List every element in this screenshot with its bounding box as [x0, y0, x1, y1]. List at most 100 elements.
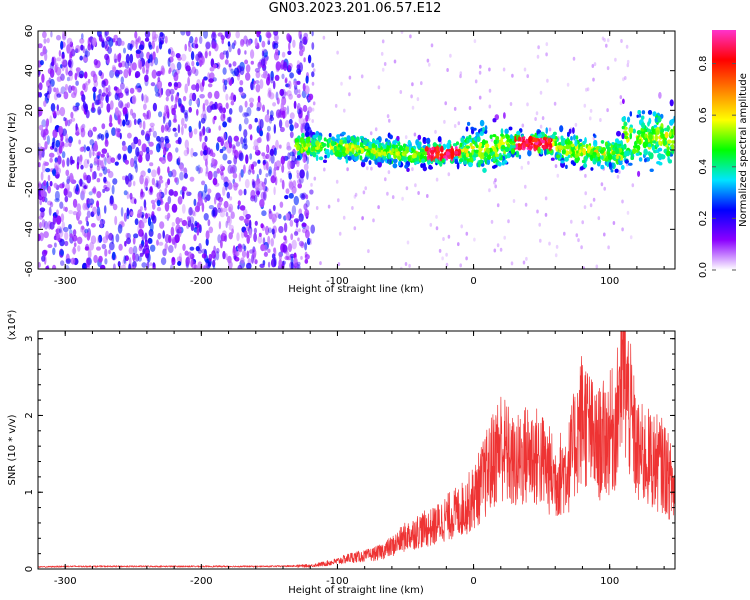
spectrogram-cell: [346, 135, 351, 141]
spectrogram-cell: [88, 128, 92, 138]
spectrogram-cell: [434, 129, 437, 134]
spectrogram-cell: [43, 250, 48, 255]
spectrogram-cell: [289, 124, 294, 132]
spectrogram-cell: [179, 164, 185, 172]
spectrogram-cell: [200, 117, 206, 124]
spectrogram-cell: [445, 252, 448, 257]
spectrogram-cell: [208, 128, 211, 133]
spectrogram-cell: [296, 64, 301, 70]
spectrogram-cell: [495, 136, 500, 141]
spectrogram-cell: [141, 93, 144, 102]
spectrogram-cell: [195, 246, 200, 252]
spectrogram-cell: [61, 151, 66, 159]
spectrogram-cell: [170, 62, 176, 73]
spectrogram-cell: [607, 146, 611, 153]
spectrogram-cell: [279, 88, 285, 97]
spectrogram-cell: [509, 102, 513, 106]
spectrogram-cell: [138, 228, 144, 237]
spectrogram-cell: [283, 235, 287, 241]
spectrogram-cell: [126, 132, 132, 139]
spectrogram-cell: [304, 251, 308, 257]
spectrogram-cell: [223, 181, 229, 188]
spectrogram-cell: [507, 219, 510, 224]
spectrogram-cell: [624, 135, 629, 140]
spectrogram-cell: [130, 157, 135, 168]
spectrogram-cell: [312, 101, 316, 106]
spectrogram-cell: [156, 192, 162, 200]
spectrogram-cell: [445, 151, 450, 156]
spectrogram-cell: [572, 162, 576, 166]
spectrogram-cell: [624, 76, 627, 80]
spectrogram-cell: [54, 147, 58, 152]
spectrogram-cell: [392, 163, 398, 169]
spectrogram-cell: [213, 115, 217, 121]
spectrogram-cell: [177, 124, 181, 134]
spectrogram-cell: [662, 139, 666, 147]
spectrogram-cell: [268, 166, 273, 175]
spectrogram-cell: [141, 143, 147, 153]
spectrogram-cell: [38, 233, 41, 242]
spectrogram-cell: [580, 245, 583, 250]
spectrogram-cell: [168, 189, 174, 196]
spectrogram-cell: [383, 62, 387, 66]
spectrogram-cell: [38, 142, 41, 148]
spectrogram-cell: [198, 60, 203, 67]
spectrogram-cell: [189, 246, 195, 251]
spectrogram-cell: [267, 248, 271, 253]
spectrogram-cell: [72, 105, 76, 111]
spectrogram-cell: [341, 131, 346, 135]
spectrogram-cell: [463, 159, 467, 165]
spectrogram-cell: [266, 109, 270, 115]
spectrogram-cell: [82, 83, 86, 91]
spectrogram-cell: [92, 186, 97, 195]
spectrogram-cell: [285, 213, 291, 221]
spectrogram-cell: [193, 234, 197, 242]
spectrogram-cell: [284, 91, 288, 96]
spectrogram-cell: [387, 170, 391, 175]
spectrogram-cell: [258, 34, 262, 43]
spectrogram-cell: [327, 204, 331, 209]
spectrogram-cell: [465, 256, 468, 261]
spectrogram-cell: [293, 262, 299, 269]
spectrogram-cell: [144, 175, 150, 184]
spectrogram-cell: [152, 202, 156, 210]
spectrogram-cell: [156, 199, 161, 207]
spectrogram-cell: [245, 64, 251, 73]
y-tick-label: 20: [24, 104, 35, 117]
spectrogram-cell: [326, 151, 331, 159]
spectrogram-cell: [85, 264, 91, 269]
spectrogram-cell: [165, 96, 169, 102]
spectrogram-cell: [296, 261, 301, 266]
spectrogram-cell: [201, 78, 205, 87]
spectrogram-cell: [268, 208, 272, 214]
spectrogram-cell: [102, 165, 106, 170]
spectrogram-cell: [567, 131, 570, 137]
spectrogram-cell: [50, 103, 56, 112]
spectrogram-cell: [66, 157, 70, 167]
spectrogram-cell: [80, 164, 84, 170]
spectrogram-cell: [606, 108, 609, 113]
spectrogram-cell: [145, 69, 149, 75]
spectrogram-cell: [623, 131, 628, 136]
spectrogram-cell: [347, 155, 352, 161]
spectrogram-cell: [225, 93, 229, 101]
spectrogram-cell: [340, 81, 343, 86]
spectrogram-cell: [173, 82, 179, 87]
spectrogram-cell: [460, 224, 464, 229]
spectrogram-cell: [311, 71, 315, 78]
spectrogram-cell: [298, 31, 302, 40]
spectrogram-cell: [69, 155, 73, 166]
spectrogram-cell: [638, 138, 642, 145]
spectrogram-cell: [205, 158, 208, 167]
spectrogram-cell: [488, 104, 492, 109]
spectrogram-cell: [109, 114, 113, 124]
spectrogram-cell: [469, 142, 473, 147]
spectrogram-cell: [77, 70, 80, 78]
spectrogram-cell: [503, 235, 507, 240]
spectrogram-cell: [196, 61, 200, 67]
spectrogram-cell: [346, 167, 349, 172]
spectrogram-cell: [60, 86, 66, 94]
spectrogram-cell: [244, 217, 250, 226]
spectrogram-cell: [148, 44, 153, 50]
spectrogram-cell: [478, 150, 481, 158]
